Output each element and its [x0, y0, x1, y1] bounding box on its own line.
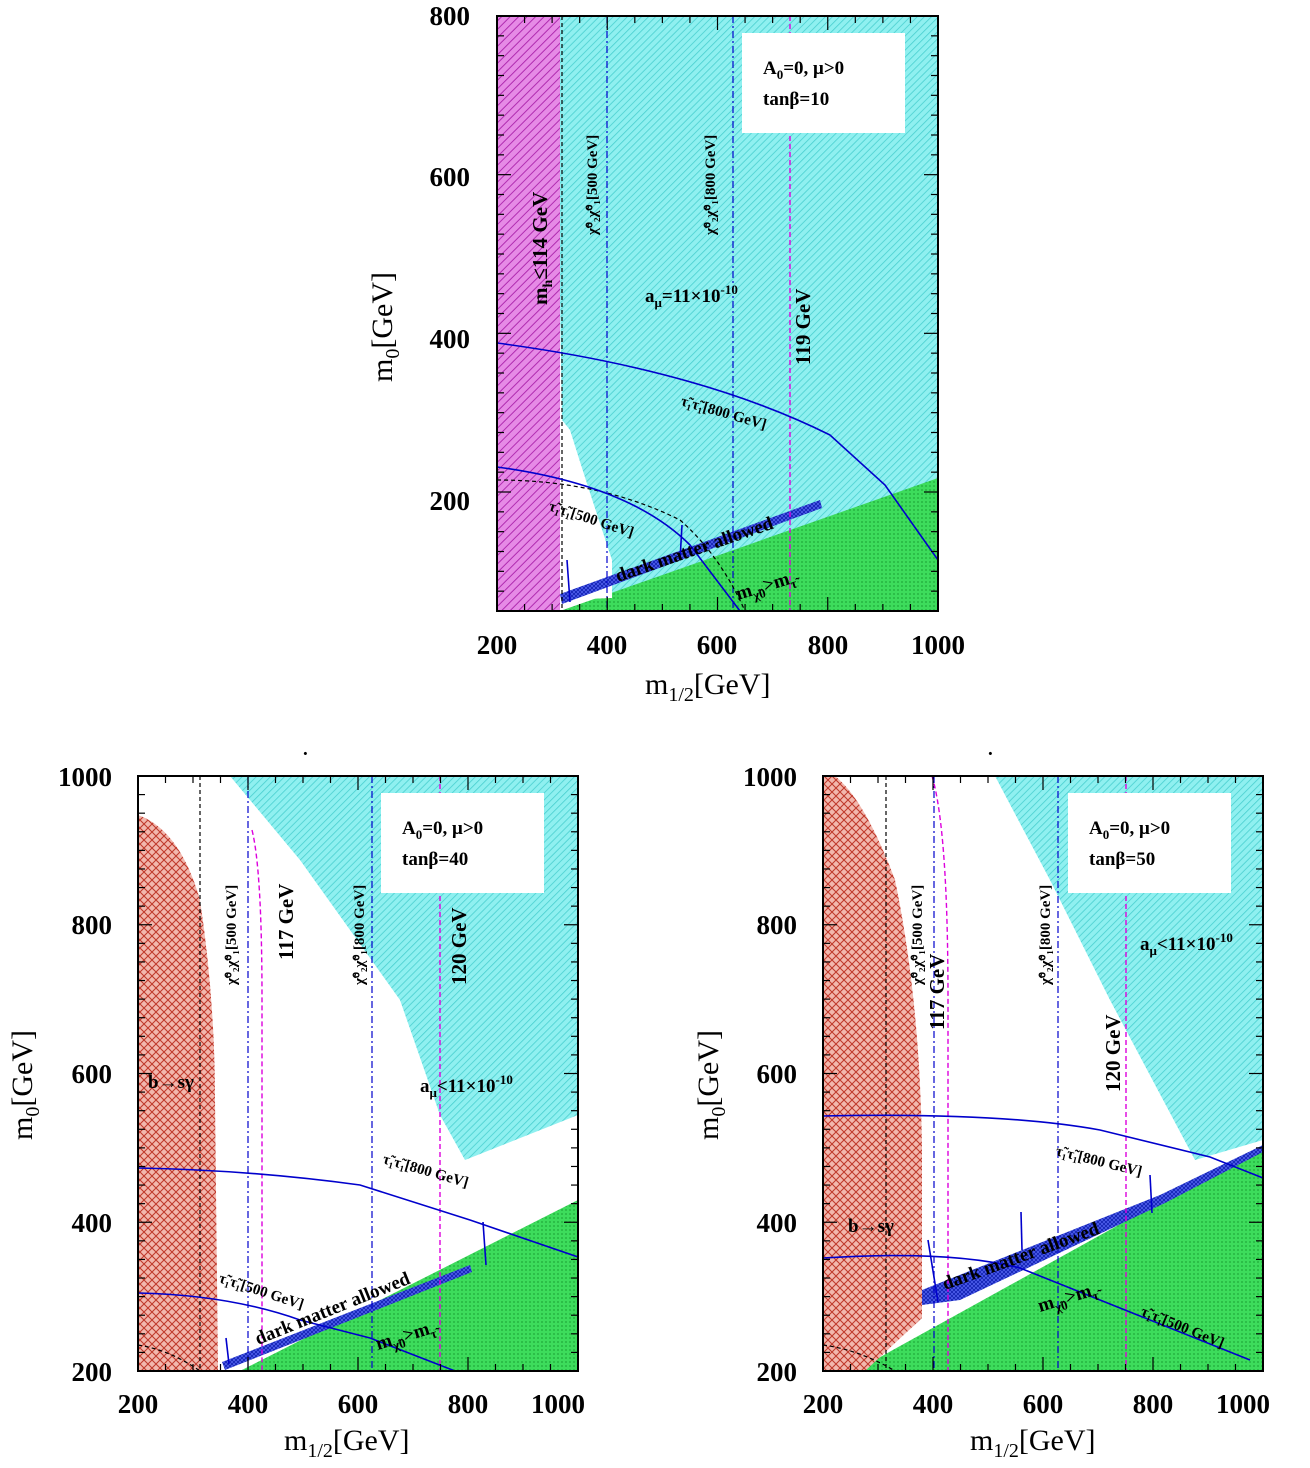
higgs-120-label: 120 GeV	[447, 907, 471, 985]
ytick-label: 800	[430, 1, 471, 31]
dm-tick-b	[482, 1221, 487, 1266]
dm-tick-c	[1149, 1174, 1153, 1214]
higgs-label: 119 GeV	[791, 289, 815, 365]
xtick-label: 1000	[1216, 1389, 1270, 1419]
dm-tick-b	[679, 524, 683, 561]
y-axis-title: m0[GeV]	[366, 272, 404, 382]
dm-tick-a	[566, 559, 571, 603]
bsg-region	[138, 815, 218, 1371]
bsg-region	[823, 776, 922, 1371]
xtick-label: 200	[803, 1389, 844, 1419]
higgs-117-label: 117 GeV	[274, 884, 298, 960]
amu-label: aμ=11×10-10	[645, 282, 738, 310]
stau-800-curve	[823, 1114, 1263, 1179]
xtick-label: 600	[338, 1389, 379, 1419]
chi500-label: χ̃⁰₂χ̃⁰₁[500 GeV]	[585, 135, 601, 236]
stau-800-curve	[138, 1167, 578, 1258]
legend-line-2: tanβ=50	[1089, 849, 1155, 870]
higgs-120-label: 120 GeV	[1101, 1014, 1125, 1092]
y-axis-title: m0[GeV]	[692, 1030, 730, 1140]
ytick-label: 600	[430, 162, 471, 192]
xtick-label: 800	[448, 1389, 489, 1419]
stau-500-curve	[138, 1292, 456, 1371]
xtick-label: 800	[808, 630, 849, 660]
stau-500-curve	[823, 1254, 1251, 1361]
black-dashed-curve	[497, 479, 746, 611]
panel-tanbeta-50: A0=0, μ>0 tanβ=50 200 400 600 800 1000 1…	[692, 739, 1270, 1462]
xtick-label: 400	[913, 1389, 954, 1419]
x-axis-title: m1/2[GeV]	[645, 668, 771, 706]
tick-marks	[822, 775, 1264, 1372]
chi800-label: χ̃⁰₂χ̃⁰₁[800 GeV]	[1038, 885, 1054, 986]
xtick-label: 400	[587, 630, 628, 660]
dark-matter-band	[222, 1265, 472, 1370]
xtick-label: 600	[1023, 1389, 1064, 1419]
legend-box	[1068, 793, 1231, 893]
ytick-label: 400	[430, 324, 471, 354]
bsg-label: b→sγ	[148, 1072, 194, 1093]
dm-tick-a	[225, 1337, 230, 1365]
dm-tick-a	[927, 1239, 939, 1303]
ytick-label: 200	[757, 1357, 798, 1387]
higgs-mass-region	[497, 16, 560, 611]
amu-region	[560, 16, 938, 611]
ytick-label: 1000	[743, 762, 797, 792]
chi800-label: χ̃⁰₂χ̃⁰₁[800 GeV]	[352, 885, 368, 986]
ytick-label: 800	[757, 910, 798, 940]
panel-tanbeta-40: A0=0, μ>0 tanβ=40 200 400 600 800 1000 1…	[6, 739, 585, 1462]
dm-tick-b	[1020, 1211, 1023, 1251]
bsg-label: b→sγ	[848, 1216, 894, 1237]
y-axis-title: m0[GeV]	[6, 1030, 44, 1140]
x-axis-title: m1/2[GeV]	[970, 1424, 1096, 1462]
stray-dot: .	[303, 739, 308, 760]
stau-800-curve	[497, 342, 938, 561]
dark-matter-band	[560, 500, 822, 604]
tick-marks	[496, 15, 939, 612]
ytick-label: 200	[430, 486, 471, 516]
amu-label: aμ<11×10-10	[420, 1072, 513, 1100]
legend-box	[742, 33, 905, 133]
xtick-label: 200	[118, 1389, 159, 1419]
allowed-white-region	[562, 430, 612, 600]
legend-line-2: tanβ=40	[402, 849, 468, 870]
ytick-label: 800	[72, 910, 113, 940]
ytick-label: 400	[72, 1208, 113, 1238]
higgs-117-label: 117 GeV	[925, 954, 949, 1030]
higgs-117-line	[931, 776, 949, 1371]
xtick-label: 200	[477, 630, 518, 660]
legend-box	[381, 793, 544, 893]
ytick-label: 600	[757, 1059, 798, 1089]
legend-line-2: tanβ=10	[763, 89, 829, 110]
stray-dot: .	[988, 739, 993, 760]
chi800-label: χ̃⁰₂χ̃⁰₁[800 GeV]	[703, 135, 719, 236]
ytick-label: 600	[72, 1059, 113, 1089]
chi500-label: χ̃⁰₂χ̃⁰₁[500 GeV]	[224, 885, 240, 986]
amu-label: aμ<11×10-10	[1140, 930, 1233, 958]
panel-tanbeta-10: A0=0, μ>0 tanβ=10 200 400 600 800 1000 8…	[366, 1, 965, 706]
ytick-label: 400	[757, 1208, 798, 1238]
xtick-label: 1000	[911, 630, 965, 660]
legend-line-1: A0=0, μ>0	[402, 818, 483, 842]
xtick-label: 1000	[531, 1389, 585, 1419]
legend-line-1: A0=0, μ>0	[763, 58, 844, 82]
tick-marks	[137, 775, 579, 1372]
black-dashed-curve	[823, 1344, 896, 1371]
x-axis-title: m1/2[GeV]	[284, 1424, 410, 1462]
xtick-label: 600	[697, 630, 738, 660]
ytick-label: 1000	[58, 762, 112, 792]
mh-label: mh≤114 GeV	[528, 192, 556, 305]
xtick-label: 800	[1133, 1389, 1174, 1419]
ytick-label: 200	[72, 1357, 113, 1387]
chi500-label: χ̃⁰₂χ̃⁰₁[500 GeV]	[910, 885, 926, 986]
legend-line-1: A0=0, μ>0	[1089, 818, 1170, 842]
higgs-117-line	[251, 829, 263, 1371]
neutralino-lsp-region	[560, 478, 938, 611]
xtick-label: 400	[228, 1389, 269, 1419]
